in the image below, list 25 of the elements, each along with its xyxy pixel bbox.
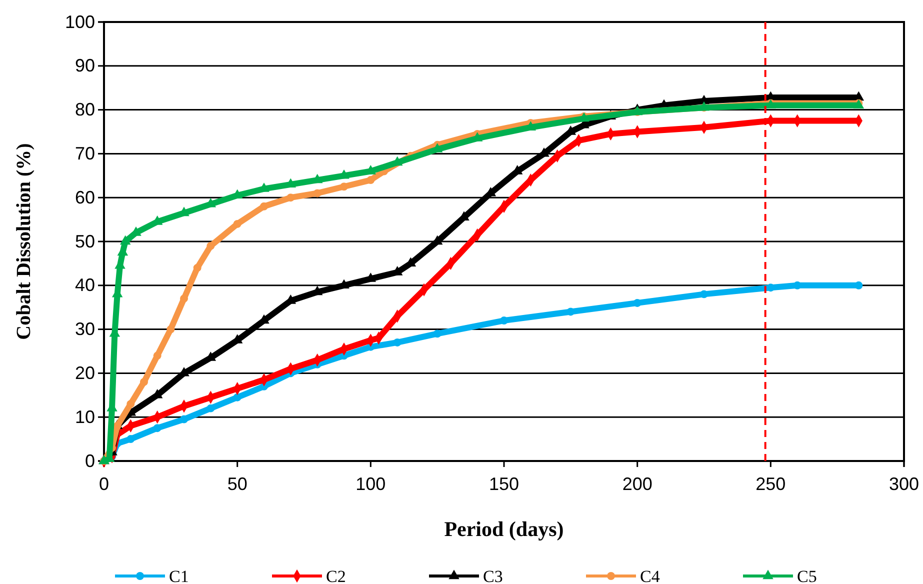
x-tick-label: 50 [227, 474, 248, 494]
legend-label: C3 [483, 567, 503, 584]
y-tick-label: 90 [74, 56, 95, 76]
x-tick-label: 0 [98, 474, 110, 494]
legend-label: C1 [169, 567, 189, 584]
y-tick-label: 100 [64, 12, 95, 32]
x-tick-label: 100 [356, 474, 386, 494]
legend-label: C5 [797, 567, 817, 584]
legend-label: C4 [640, 567, 660, 584]
x-tick-label: 200 [622, 474, 652, 494]
y-tick-label: 50 [74, 231, 95, 252]
y-tick-label: 40 [74, 275, 95, 296]
y-tick-label: 30 [74, 319, 95, 340]
y-tick-label: 60 [74, 187, 95, 208]
x-tick-label: 300 [888, 474, 920, 494]
y-tick-label: 10 [74, 406, 95, 427]
y-tick-label: 0 [84, 450, 95, 471]
x-axis-title: Period (days) [444, 517, 564, 541]
y-axis-title: Cobalt Dissolution (%) [13, 143, 35, 340]
y-tick-label: 80 [74, 100, 95, 120]
x-tick-label: 250 [756, 474, 786, 494]
legend-label: C2 [326, 567, 346, 584]
y-tick-label: 20 [74, 362, 95, 383]
x-tick-label: 150 [488, 474, 520, 494]
y-tick-label: 70 [74, 143, 95, 164]
